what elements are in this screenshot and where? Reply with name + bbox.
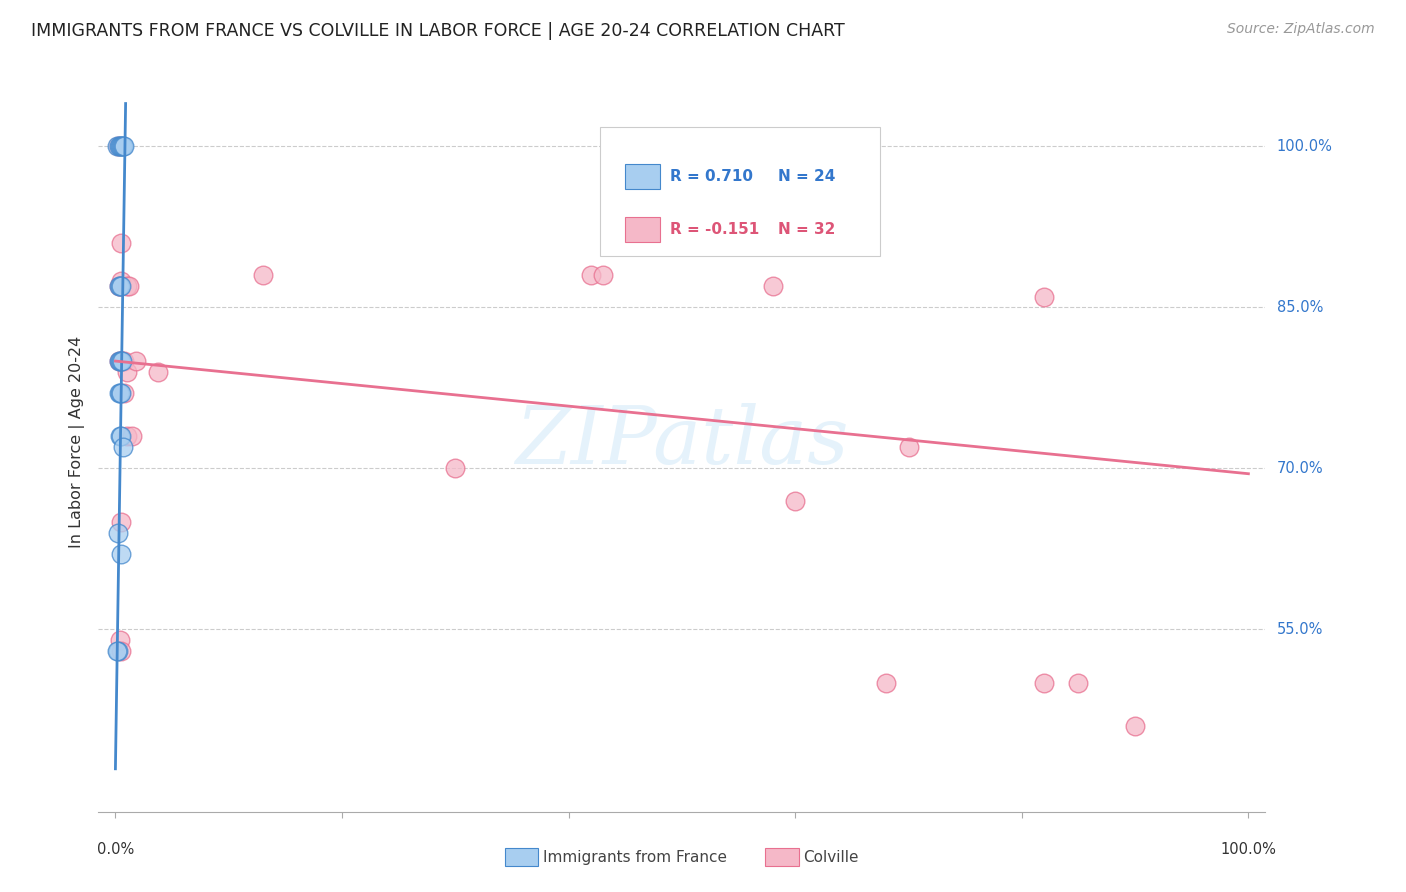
- Point: [108, 279, 131, 293]
- Text: R = -0.151: R = -0.151: [671, 222, 759, 237]
- Point: [110, 386, 132, 401]
- Text: 70.0%: 70.0%: [1277, 461, 1323, 475]
- Point: [110, 354, 132, 368]
- FancyBboxPatch shape: [624, 164, 659, 189]
- Point: [108, 386, 131, 401]
- Point: [1067, 676, 1090, 690]
- Point: [785, 493, 807, 508]
- Point: [108, 279, 131, 293]
- Point: [118, 279, 141, 293]
- Point: [110, 235, 132, 250]
- Point: [110, 547, 132, 561]
- Point: [897, 440, 920, 454]
- Point: [108, 279, 131, 293]
- Text: Colville: Colville: [803, 850, 858, 864]
- Point: [111, 354, 134, 368]
- Point: [105, 139, 128, 153]
- Point: [1033, 676, 1056, 690]
- Point: [111, 354, 134, 368]
- Point: [581, 268, 603, 283]
- Point: [108, 354, 131, 368]
- Point: [761, 279, 783, 293]
- Text: N = 32: N = 32: [778, 222, 835, 237]
- Text: N = 24: N = 24: [778, 169, 835, 184]
- Point: [110, 515, 132, 529]
- FancyBboxPatch shape: [600, 127, 880, 257]
- Text: 55.0%: 55.0%: [1277, 622, 1323, 637]
- Point: [111, 139, 134, 153]
- Text: 85.0%: 85.0%: [1277, 300, 1323, 315]
- Point: [105, 644, 128, 658]
- Point: [108, 633, 131, 648]
- Point: [252, 268, 274, 283]
- Point: [110, 644, 132, 658]
- Text: 100.0%: 100.0%: [1277, 139, 1333, 154]
- Point: [108, 139, 131, 153]
- Point: [115, 365, 138, 379]
- Point: [107, 525, 129, 540]
- Point: [108, 279, 131, 293]
- Point: [112, 440, 135, 454]
- Point: [115, 279, 138, 293]
- Text: Immigrants from France: Immigrants from France: [543, 850, 727, 864]
- Point: [110, 279, 132, 293]
- Point: [875, 676, 897, 690]
- Point: [107, 644, 129, 658]
- Point: [1033, 290, 1056, 304]
- Point: [444, 461, 467, 475]
- Point: [125, 354, 148, 368]
- Point: [108, 354, 131, 368]
- Point: [110, 274, 132, 288]
- FancyBboxPatch shape: [624, 218, 659, 243]
- Text: IMMIGRANTS FROM FRANCE VS COLVILLE IN LABOR FORCE | AGE 20-24 CORRELATION CHART: IMMIGRANTS FROM FRANCE VS COLVILLE IN LA…: [31, 22, 845, 40]
- Point: [112, 139, 135, 153]
- Point: [108, 386, 131, 401]
- Point: [148, 365, 170, 379]
- Point: [121, 429, 143, 443]
- Point: [115, 429, 138, 443]
- Text: 0.0%: 0.0%: [97, 842, 134, 857]
- Text: R = 0.710: R = 0.710: [671, 169, 754, 184]
- Point: [110, 429, 132, 443]
- Point: [1123, 719, 1146, 733]
- Text: Source: ZipAtlas.com: Source: ZipAtlas.com: [1227, 22, 1375, 37]
- Text: 100.0%: 100.0%: [1220, 842, 1277, 857]
- Point: [110, 354, 132, 368]
- Point: [114, 354, 136, 368]
- Point: [114, 386, 136, 401]
- Point: [108, 354, 131, 368]
- Y-axis label: In Labor Force | Age 20-24: In Labor Force | Age 20-24: [69, 335, 84, 548]
- Point: [108, 139, 131, 153]
- Point: [107, 139, 129, 153]
- Point: [114, 139, 136, 153]
- Point: [108, 429, 131, 443]
- Point: [592, 268, 614, 283]
- Text: ZIPatlas: ZIPatlas: [515, 403, 849, 480]
- Point: [110, 139, 132, 153]
